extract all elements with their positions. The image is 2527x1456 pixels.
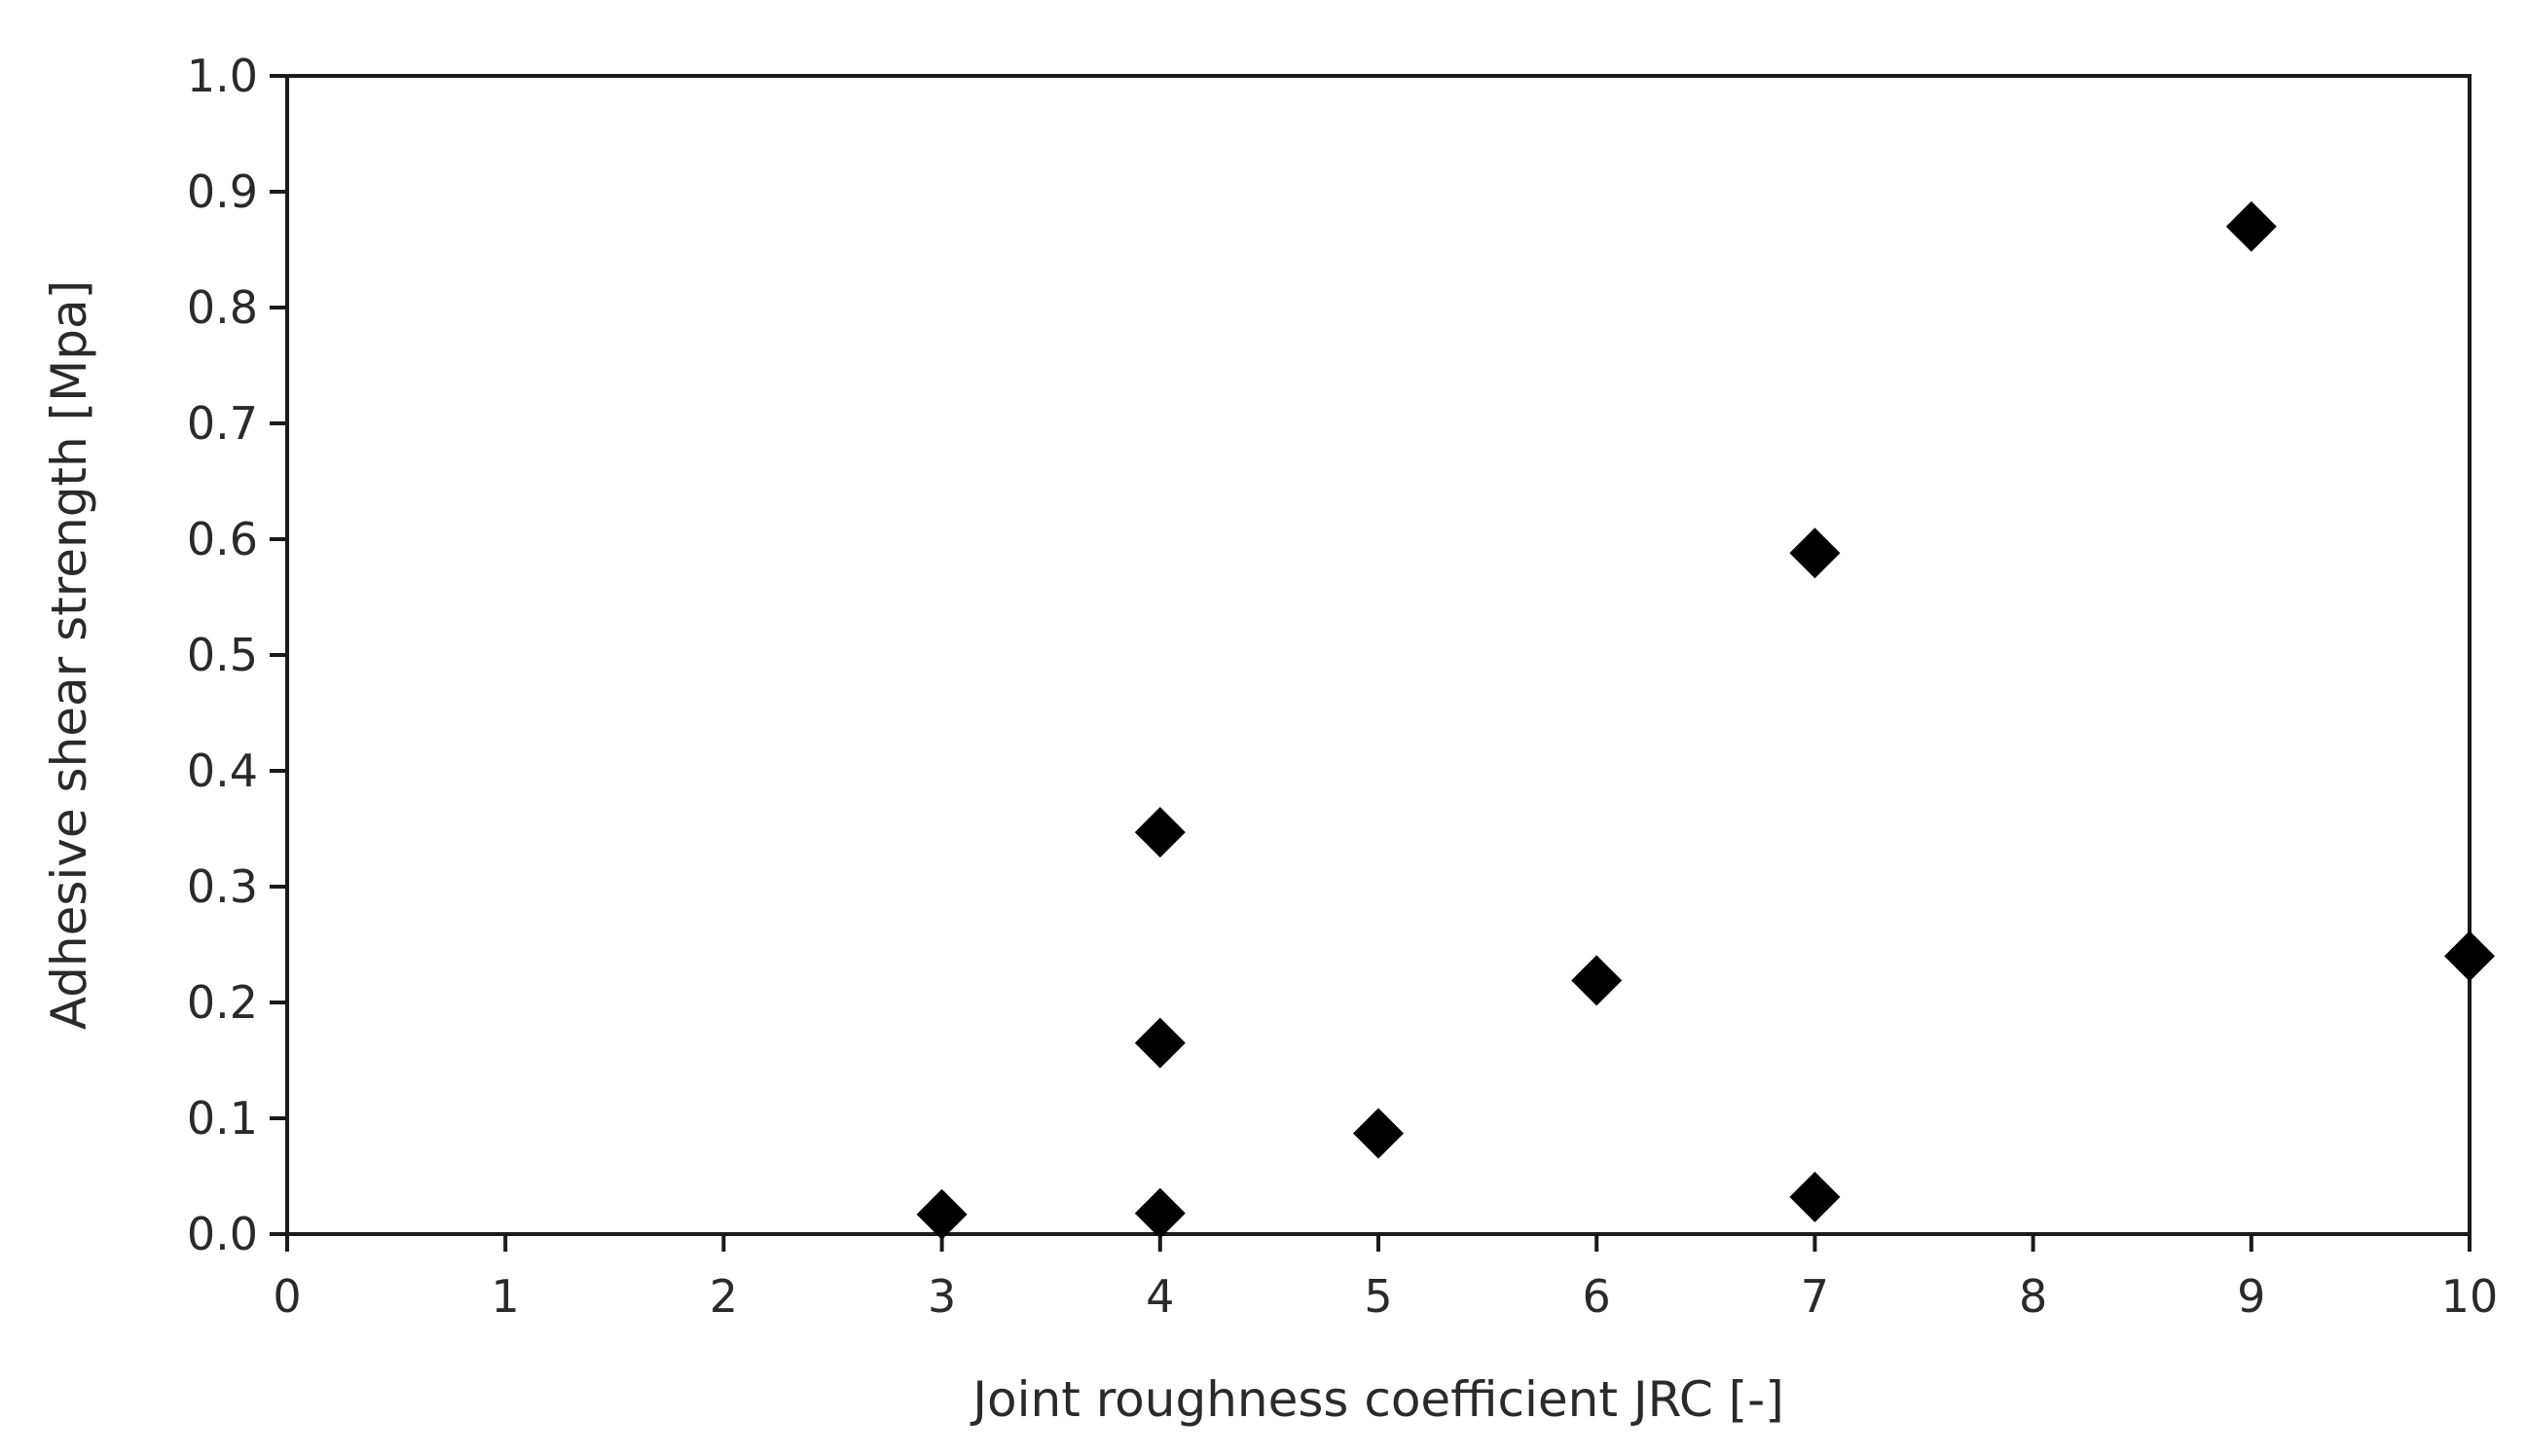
x-tick-label: 2 <box>710 1270 738 1323</box>
data-point <box>916 1188 968 1240</box>
x-tick-label: 10 <box>2441 1270 2499 1323</box>
x-tick-label: 6 <box>1583 1270 1611 1323</box>
y-tick-label: 0.9 <box>187 165 258 218</box>
data-point <box>2225 200 2277 252</box>
x-tick-label: 1 <box>492 1270 520 1323</box>
data-points <box>916 200 2495 1240</box>
x-tick-label: 4 <box>1146 1270 1174 1323</box>
x-tick-label: 3 <box>928 1270 956 1323</box>
y-tick-label: 0.4 <box>187 745 258 797</box>
x-tick-label: 0 <box>273 1270 301 1323</box>
y-tick-label: 0.3 <box>187 860 258 913</box>
data-point <box>1789 1171 1841 1222</box>
data-point <box>1134 1017 1186 1069</box>
y-tick-label: 0.6 <box>187 513 258 565</box>
data-point <box>1353 1108 1404 1159</box>
y-tick-label: 0.2 <box>187 976 258 1029</box>
x-tick-label: 8 <box>2019 1270 2047 1323</box>
y-axis-title: Adhesive shear strength [Mpa] <box>41 280 97 1030</box>
y-tick-label: 0.5 <box>187 629 258 681</box>
data-point <box>1134 807 1186 858</box>
y-tick-label: 0.8 <box>187 281 258 334</box>
y-axis: 0.0 0.1 0.2 0.3 0.4 0.5 0.6 0.7 0.8 0.9 1.0 <box>187 50 287 1260</box>
y-tick-label: 0.1 <box>187 1092 258 1145</box>
y-tick-label: 1.0 <box>187 50 258 102</box>
data-point <box>1571 955 1623 1006</box>
data-point <box>1789 528 1841 579</box>
x-tick-label: 5 <box>1364 1270 1392 1323</box>
data-point <box>2444 930 2495 982</box>
plot-frame <box>285 74 2472 1236</box>
x-axis-title: Joint roughness coefficient JRC [-] <box>970 1371 1783 1428</box>
x-axis: 0 1 2 3 4 5 6 7 8 9 10 <box>273 1234 2498 1323</box>
x-tick-label: 9 <box>2237 1270 2265 1323</box>
y-tick-label: 0.0 <box>187 1208 258 1260</box>
y-tick-label: 0.7 <box>187 397 258 450</box>
x-tick-label: 7 <box>1801 1270 1829 1323</box>
data-point <box>1134 1187 1186 1239</box>
